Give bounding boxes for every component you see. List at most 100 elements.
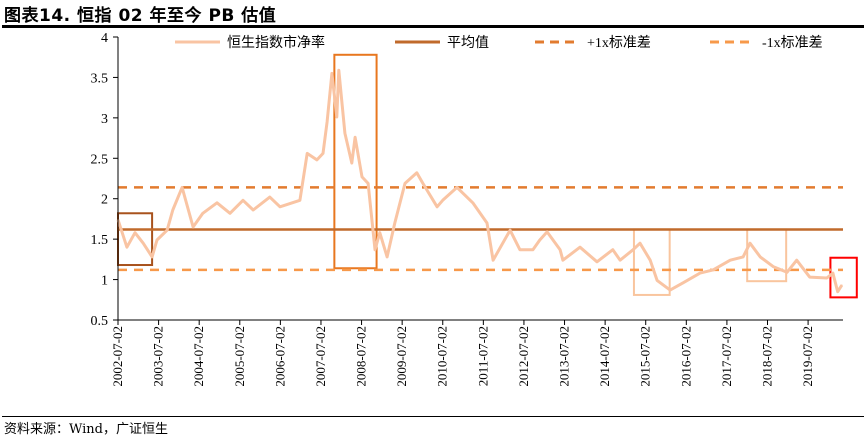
legend-label-3: +1x标准差: [587, 35, 651, 51]
pb-data-point: [808, 276, 811, 278]
x-tick-label: 2019-07-02: [800, 326, 815, 387]
pb-data-point: [456, 186, 458, 189]
y-tick-label: 3: [101, 112, 108, 127]
pb-data-point: [749, 242, 751, 244]
pb-data-point: [379, 231, 381, 234]
pb-data-point: [229, 212, 231, 215]
pb-data-point: [786, 271, 788, 274]
title-divider: [2, 25, 864, 28]
pb-data-point: [134, 231, 136, 234]
pb-data-point: [404, 182, 406, 185]
pb-data-point: [492, 259, 494, 261]
pb-data-point: [394, 222, 396, 224]
pb-data-point: [361, 176, 363, 178]
pb-data-point: [331, 72, 333, 75]
pb-data-point: [326, 121, 328, 123]
y-tick-label: 0.5: [91, 314, 109, 329]
pb-data-point: [216, 201, 218, 204]
pb-data-point: [269, 196, 271, 198]
axes: 0.5 1 1.5 2 2.5 3 3.5 4 2002-07-02 2003-07-02 2004…: [91, 31, 843, 387]
pb-data-point: [422, 182, 424, 185]
x-tick-label: 2006-07-02: [272, 326, 287, 387]
pb-data-point: [669, 289, 671, 291]
y-tick-label: 2: [101, 193, 108, 208]
pb-data-point: [351, 162, 353, 164]
pb-data-point: [436, 206, 438, 208]
y-tick-label: 1.5: [91, 233, 109, 248]
pb-data-point: [729, 259, 731, 261]
figure-title: 图表14. 恒指 02 年至今 PB 估值: [4, 6, 277, 26]
pb-data-point: [742, 256, 744, 258]
pb-data-point: [538, 239, 541, 241]
pb-data-point: [612, 248, 614, 251]
pb-data-point: [632, 248, 634, 251]
x-tick-label: 2011-07-02: [475, 326, 490, 386]
x-tick-label: 2016-07-02: [678, 326, 693, 387]
legend-label-1: 恒生指数市净率: [227, 34, 325, 51]
pb-data-point: [354, 136, 356, 139]
pb-data-point: [202, 212, 204, 215]
pb-data-point: [344, 132, 346, 135]
pb-data-point: [832, 272, 834, 274]
x-tick-label: 2004-07-02: [191, 326, 206, 387]
pb-data-point: [471, 201, 474, 204]
highlight-box-5: [829, 256, 858, 299]
x-tick-label: 2015-07-02: [638, 326, 653, 387]
pb-data-point: [639, 242, 641, 244]
pb-data-point: [486, 222, 488, 224]
pb-data-point: [374, 248, 376, 251]
pb-data-point: [441, 199, 444, 202]
pb-data-point: [559, 248, 561, 251]
x-tick-label: 2014-07-02: [597, 326, 612, 387]
y-tick-label: 1: [101, 274, 108, 289]
x-tick-label: 2005-07-02: [232, 326, 247, 387]
pb-data-point: [579, 246, 581, 249]
pb-data-point: [562, 259, 564, 261]
x-tick-label: 2009-07-02: [394, 326, 409, 387]
pb-data-point: [156, 239, 158, 241]
pb-data-point: [712, 269, 714, 271]
x-tick-label: 2010-07-02: [435, 326, 450, 387]
pb-data-point: [415, 172, 418, 174]
highlight-box-2: [333, 53, 378, 270]
highlight-box-4: [746, 228, 788, 283]
x-tick-label: 2018-07-02: [759, 326, 774, 387]
source-note: 资料来源：Wind，广证恒生: [4, 422, 168, 437]
pb-data-point: [682, 282, 684, 284]
pb-data-point: [172, 209, 174, 211]
y-tick-label: 3.5: [91, 71, 109, 86]
pb-data-point: [181, 186, 183, 189]
pb-data-point: [532, 248, 534, 251]
x-tick-label: 2002-07-02: [110, 326, 125, 387]
pb-data-point: [386, 256, 388, 258]
pb-series-line: [116, 68, 844, 294]
pb-data-point: [759, 256, 761, 258]
x-tick-label: 2012-07-02: [516, 326, 531, 387]
legend-label-2: 平均值: [447, 35, 489, 51]
x-tick-label: 2008-07-02: [354, 326, 369, 387]
pb-data-point: [699, 272, 701, 274]
x-tick-label: 2007-07-02: [313, 326, 328, 387]
pb-data-point: [242, 199, 244, 202]
pb-data-point: [316, 159, 318, 161]
pb-data-point: [795, 259, 798, 261]
pb-data-point: [306, 152, 308, 155]
pb-data-point: [840, 284, 843, 287]
pb-data-point: [338, 69, 340, 71]
pb-data-point: [649, 259, 651, 261]
y-tick-label: 4: [101, 31, 108, 46]
y-tick-label: 2.5: [91, 152, 109, 167]
x-tick-label: 2003-07-02: [151, 326, 166, 387]
pb-data-point: [836, 290, 839, 293]
pb-data-point: [546, 231, 548, 233]
x-tick-label: 2017-07-02: [719, 326, 734, 387]
pb-data-point: [126, 246, 128, 249]
pb-data-point: [519, 248, 521, 251]
pb-data-point: [192, 226, 194, 228]
x-tick-label: 2013-07-02: [557, 326, 572, 387]
pb-data-point: [151, 256, 153, 258]
source-divider: [2, 416, 864, 417]
pb-data-point: [142, 242, 144, 244]
legend-label-4: -1x标准差: [762, 35, 823, 51]
